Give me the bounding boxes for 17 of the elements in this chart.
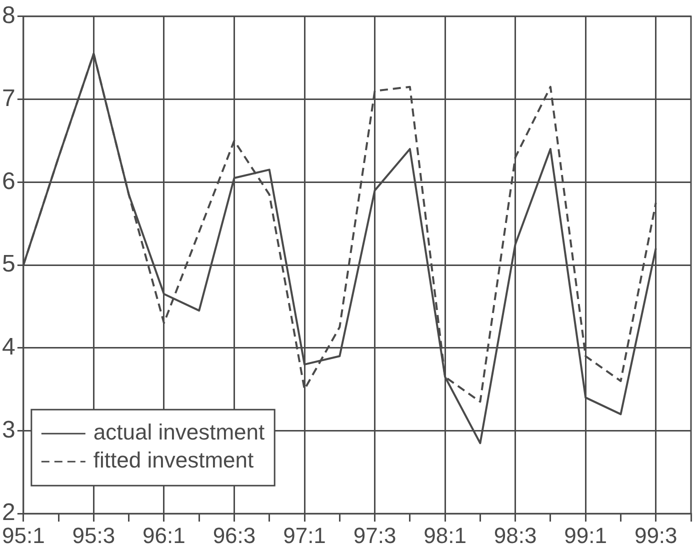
x-tick-label: 99:3 (634, 522, 678, 548)
y-tick-label: 3 (2, 416, 16, 444)
x-tick-label: 98:3 (494, 522, 537, 548)
y-tick-label: 4 (2, 333, 16, 360)
x-tick-label: 98:1 (424, 522, 466, 548)
x-tick-label: 96:1 (142, 522, 186, 548)
y-tick-label: 7 (2, 84, 16, 112)
y-tick-label: 8 (2, 2, 16, 30)
x-tick-label: 95:3 (72, 522, 116, 548)
legend-label: actual investment (93, 420, 265, 445)
legend-label: fitted investment (93, 448, 254, 473)
y-tick-label: 6 (2, 168, 16, 195)
x-tick-label: 96:3 (212, 522, 256, 548)
x-tick-label: 97:3 (353, 522, 396, 548)
y-tick-label: 5 (2, 250, 16, 278)
x-tick-label: 97:1 (283, 522, 326, 548)
x-tick-label: 99:1 (564, 522, 608, 548)
